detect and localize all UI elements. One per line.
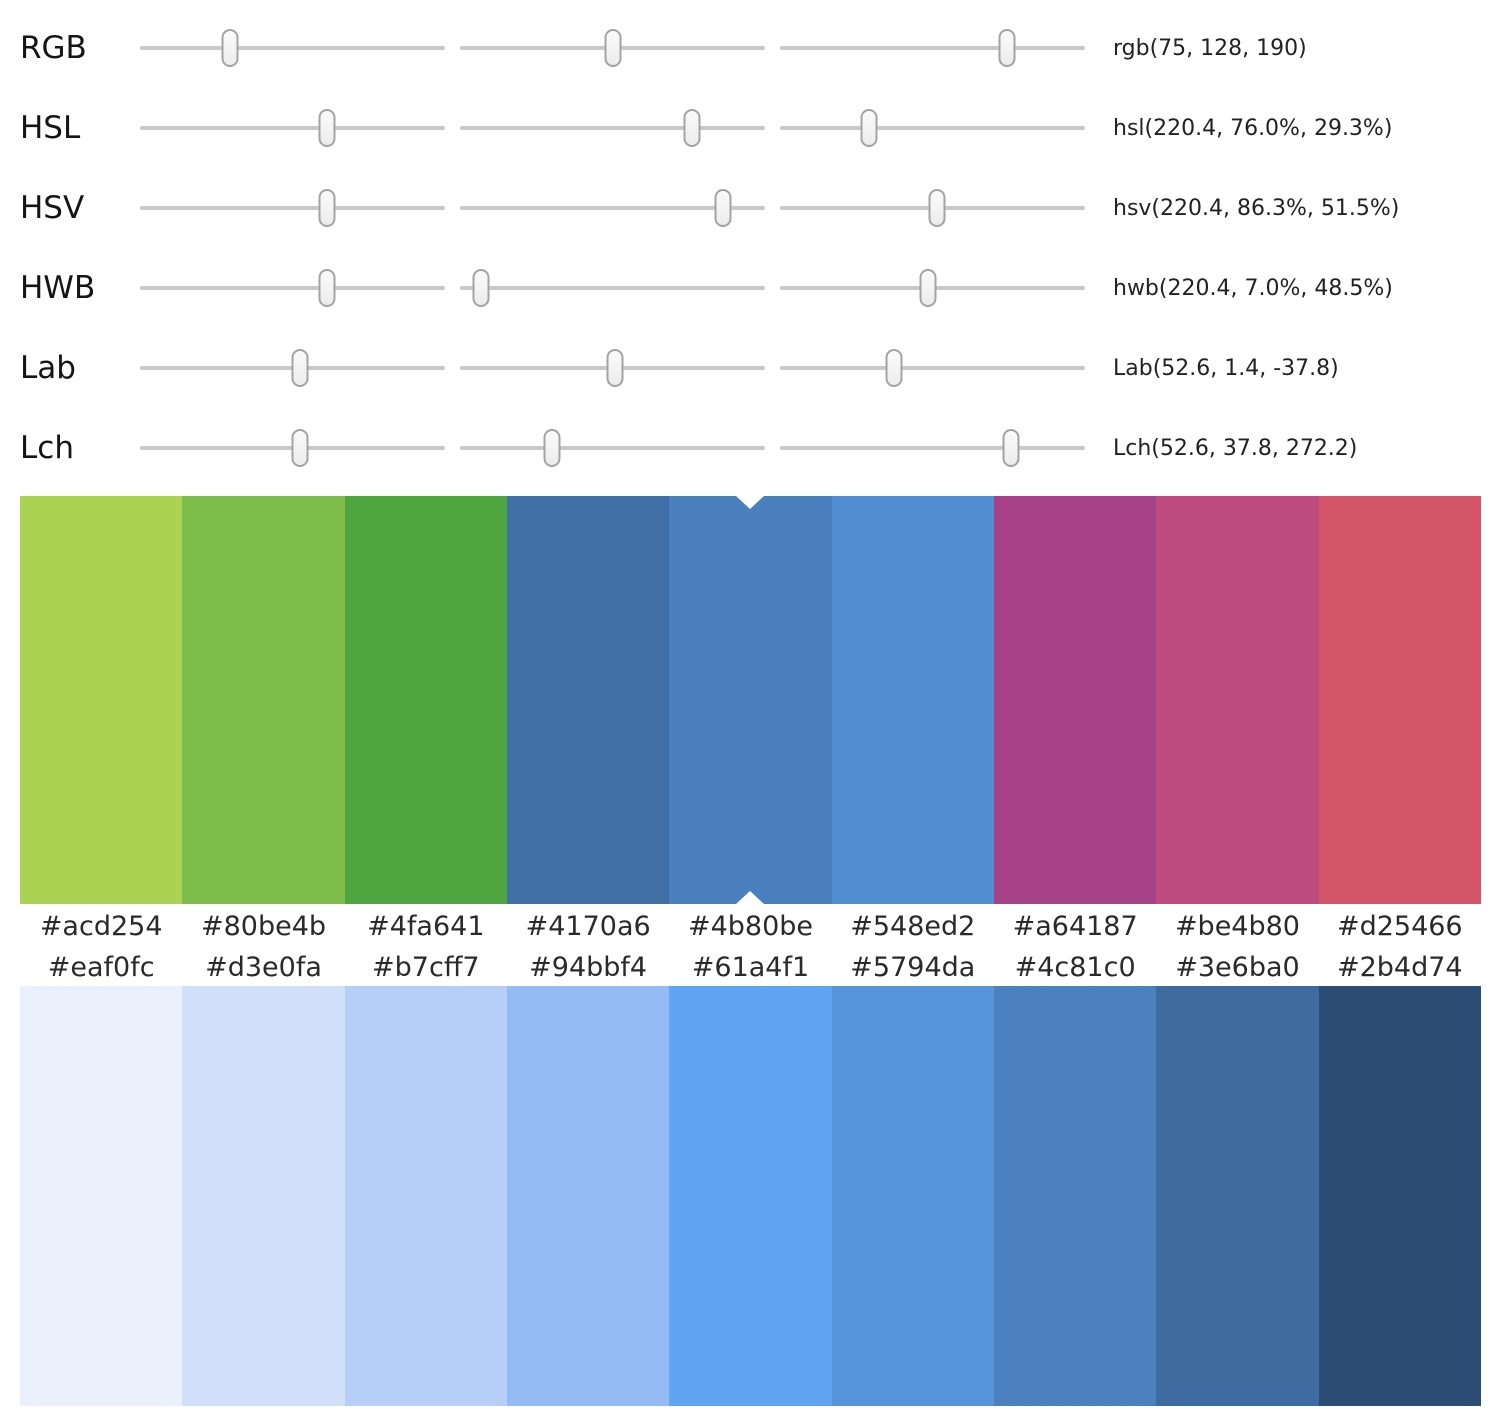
rgb-green-slider-thumb[interactable]: [604, 29, 622, 67]
hex-label: #3e6ba0: [1175, 951, 1300, 983]
hsv-value-slider[interactable]: [780, 189, 1085, 227]
hex-label: #548ed2: [850, 910, 976, 942]
hwb-blackness-slider-thumb[interactable]: [919, 269, 937, 307]
tint-swatch[interactable]: [182, 986, 345, 1406]
hex-label: #2b4d74: [1336, 951, 1463, 983]
hsv-saturation-slider[interactable]: [460, 189, 765, 227]
slider-row-hsl: HSL hsl(220.4, 76.0%, 29.3%): [20, 88, 1481, 168]
lch-hue-slider-thumb[interactable]: [1002, 429, 1020, 467]
hsl-label: HSL: [20, 110, 81, 146]
hwb-blackness-slider[interactable]: [780, 269, 1085, 307]
hue-palette-strip: [20, 496, 1481, 904]
tint-hex-labels: #eaf0fc #d3e0fa #b7cff7 #94bbf4 #61a4f1 …: [20, 948, 1481, 986]
hsv-saturation-slider-thumb[interactable]: [714, 189, 732, 227]
hsv-label: HSV: [20, 190, 85, 226]
selected-notch-bottom: [736, 891, 765, 904]
lab-b-slider[interactable]: [780, 349, 1085, 387]
lab-lightness-slider-thumb[interactable]: [291, 349, 309, 387]
hue-swatch[interactable]: [1156, 496, 1319, 904]
tint-palette-strip: [20, 986, 1481, 1406]
hex-label: #4c81c0: [1014, 951, 1136, 983]
hwb-whiteness-slider[interactable]: [460, 269, 765, 307]
hwb-label: HWB: [20, 270, 96, 306]
hue-swatch[interactable]: [993, 496, 1157, 904]
hex-label: #4b80be: [687, 910, 813, 942]
lch-chroma-slider-thumb[interactable]: [543, 429, 561, 467]
tint-swatch[interactable]: [993, 986, 1157, 1406]
hwb-hue-slider[interactable]: [140, 269, 445, 307]
tint-swatch[interactable]: [506, 986, 670, 1406]
selected-notch-top: [736, 496, 765, 509]
hsl-saturation-slider-thumb[interactable]: [683, 109, 701, 147]
hue-swatch[interactable]: [1318, 496, 1481, 904]
hwb-whiteness-slider-thumb[interactable]: [472, 269, 490, 307]
tint-swatch[interactable]: [20, 986, 183, 1406]
hsv-hue-slider[interactable]: [140, 189, 445, 227]
hex-label: #80be4b: [200, 910, 327, 942]
rgb-blue-slider[interactable]: [780, 29, 1085, 67]
hex-label: #a64187: [1012, 910, 1138, 942]
hue-swatch[interactable]: [831, 496, 994, 904]
hue-hex-labels: #acd254 #80be4b #4fa641 #4170a6 #4b80be …: [20, 904, 1481, 948]
rgb-green-slider[interactable]: [460, 29, 765, 67]
hsv-hue-slider-thumb[interactable]: [318, 189, 336, 227]
hex-label: #be4b80: [1174, 910, 1300, 942]
lab-b-slider-thumb[interactable]: [885, 349, 903, 387]
hex-label: #61a4f1: [691, 951, 810, 983]
hsl-hue-slider-thumb[interactable]: [318, 109, 336, 147]
lab-label: Lab: [20, 350, 76, 386]
tint-swatch[interactable]: [1318, 986, 1481, 1406]
rgb-label: RGB: [20, 30, 87, 66]
hsl-hue-slider[interactable]: [140, 109, 445, 147]
tint-swatch[interactable]: [1156, 986, 1319, 1406]
hex-label: #acd254: [39, 910, 163, 942]
lab-value: Lab(52.6, 1.4, -37.8): [1113, 355, 1339, 381]
lab-a-slider-thumb[interactable]: [606, 349, 624, 387]
lch-chroma-slider[interactable]: [460, 429, 765, 467]
hue-swatch[interactable]: [344, 496, 507, 904]
hex-label: #4fa641: [367, 910, 485, 942]
hwb-value: hwb(220.4, 7.0%, 48.5%): [1113, 275, 1393, 301]
hex-label: #d3e0fa: [205, 951, 322, 983]
slider-row-hwb: HWB hwb(220.4, 7.0%, 48.5%): [20, 248, 1481, 328]
slider-row-rgb: RGB rgb(75, 128, 190): [20, 8, 1481, 88]
slider-row-lch: Lch Lch(52.6, 37.8, 272.2): [20, 408, 1481, 488]
lab-a-slider[interactable]: [460, 349, 765, 387]
tint-swatch[interactable]: [344, 986, 507, 1406]
lch-hue-slider[interactable]: [780, 429, 1085, 467]
hsl-lightness-slider-thumb[interactable]: [860, 109, 878, 147]
hex-label: #94bbf4: [529, 951, 648, 983]
hex-label: #d25466: [1336, 910, 1463, 942]
lch-lightness-slider[interactable]: [140, 429, 445, 467]
hex-label: #4170a6: [525, 910, 651, 942]
hue-swatch[interactable]: [20, 496, 183, 904]
hsl-value: hsl(220.4, 76.0%, 29.3%): [1113, 115, 1393, 141]
hsv-value: hsv(220.4, 86.3%, 51.5%): [1113, 195, 1400, 221]
lch-lightness-slider-thumb[interactable]: [291, 429, 309, 467]
lab-lightness-slider[interactable]: [140, 349, 445, 387]
rgb-blue-slider-thumb[interactable]: [998, 29, 1016, 67]
rgb-red-slider[interactable]: [140, 29, 445, 67]
rgb-value: rgb(75, 128, 190): [1113, 35, 1307, 61]
color-sliders-panel: RGB rgb(75, 128, 190) HSL hsl(220: [20, 8, 1481, 488]
hex-label: #5794da: [850, 951, 976, 983]
hue-swatch[interactable]: [182, 496, 345, 904]
hwb-hue-slider-thumb[interactable]: [318, 269, 336, 307]
hue-swatch[interactable]: [506, 496, 670, 904]
tint-swatch[interactable]: [831, 986, 994, 1406]
hsl-lightness-slider[interactable]: [780, 109, 1085, 147]
slider-row-hsv: HSV hsv(220.4, 86.3%, 51.5%): [20, 168, 1481, 248]
rgb-red-slider-thumb[interactable]: [221, 29, 239, 67]
hex-label: #eaf0fc: [47, 951, 155, 983]
hex-label: #b7cff7: [372, 951, 480, 983]
lch-label: Lch: [20, 430, 74, 466]
hue-swatch-selected[interactable]: [669, 496, 832, 904]
slider-row-lab: Lab Lab(52.6, 1.4, -37.8): [20, 328, 1481, 408]
tint-swatch[interactable]: [669, 986, 832, 1406]
lch-value: Lch(52.6, 37.8, 272.2): [1113, 435, 1358, 461]
hsv-value-slider-thumb[interactable]: [928, 189, 946, 227]
hsl-saturation-slider[interactable]: [460, 109, 765, 147]
